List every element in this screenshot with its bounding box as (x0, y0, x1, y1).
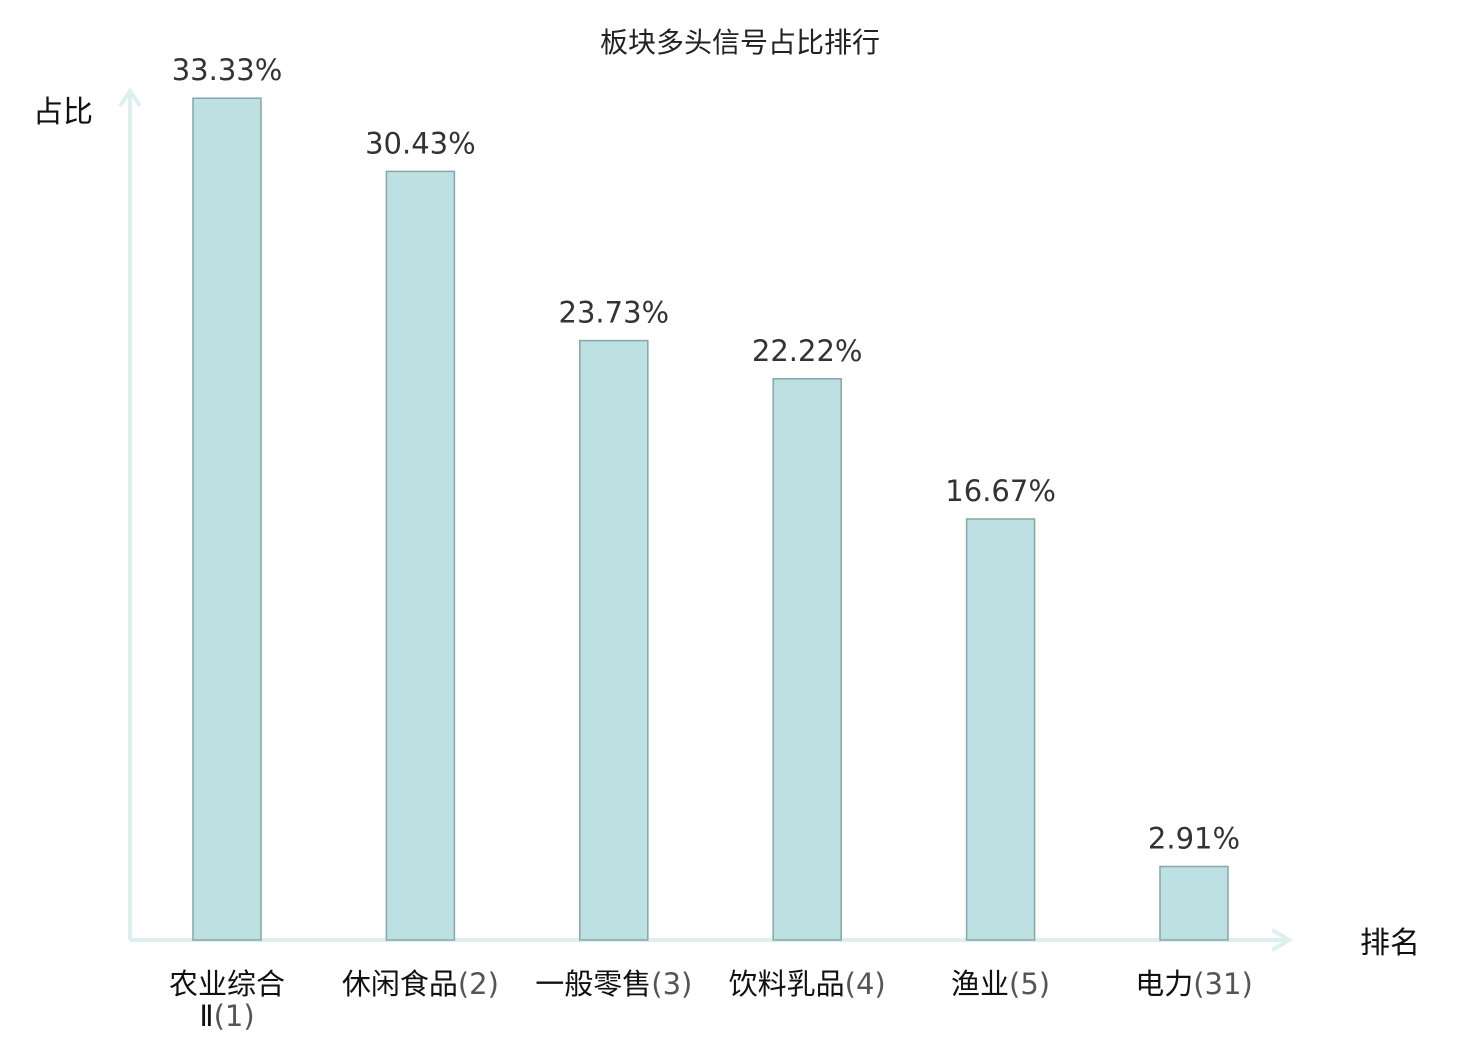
bars-group (192, 97, 1229, 941)
category-rank-3: (3) (651, 967, 692, 1001)
value-label-2: 30.43% (365, 126, 476, 160)
category-label-2: 休闲食品(2) (342, 967, 499, 1001)
y-axis (118, 87, 142, 940)
value-label-4: 22.22% (752, 334, 863, 368)
bar-4 (772, 378, 842, 941)
category-rank-2: (2) (458, 967, 499, 1001)
y-axis-label: 占比 (33, 95, 93, 130)
category-rank-6: (31) (1193, 967, 1253, 1001)
category-rank-4: (4) (845, 967, 886, 1001)
value-label-3: 23.73% (559, 296, 670, 330)
category-rank-1: (1) (214, 999, 255, 1033)
bar-6 (1159, 865, 1229, 941)
bar-2 (385, 170, 456, 941)
category-label-3: 一般零售(3) (535, 967, 692, 1001)
x-axis (130, 928, 1293, 952)
chart-title: 板块多头信号占比排行 (600, 26, 880, 59)
category-label-6: 电力(31) (1135, 967, 1253, 1001)
category-label-1-line2: Ⅱ(1) (199, 999, 254, 1033)
category-label-4: 饮料乳品(4) (729, 967, 886, 1001)
bar-1 (192, 97, 262, 941)
category-rank-5: (5) (1009, 967, 1050, 1001)
x-axis-label: 排名 (1360, 926, 1420, 961)
value-label-5: 16.67% (945, 474, 1056, 508)
value-label-1: 33.33% (172, 53, 283, 87)
category-label-1: 农业综合 (169, 967, 285, 1001)
category-label-5: 渔业(5) (951, 967, 1050, 1001)
bar-3 (579, 339, 649, 941)
value-labels-group: 33.33% 30.43% 23.73% 22.22% 16.67% 2.91% (172, 53, 1240, 855)
bar-5 (965, 518, 1036, 941)
value-label-6: 2.91% (1148, 822, 1240, 856)
